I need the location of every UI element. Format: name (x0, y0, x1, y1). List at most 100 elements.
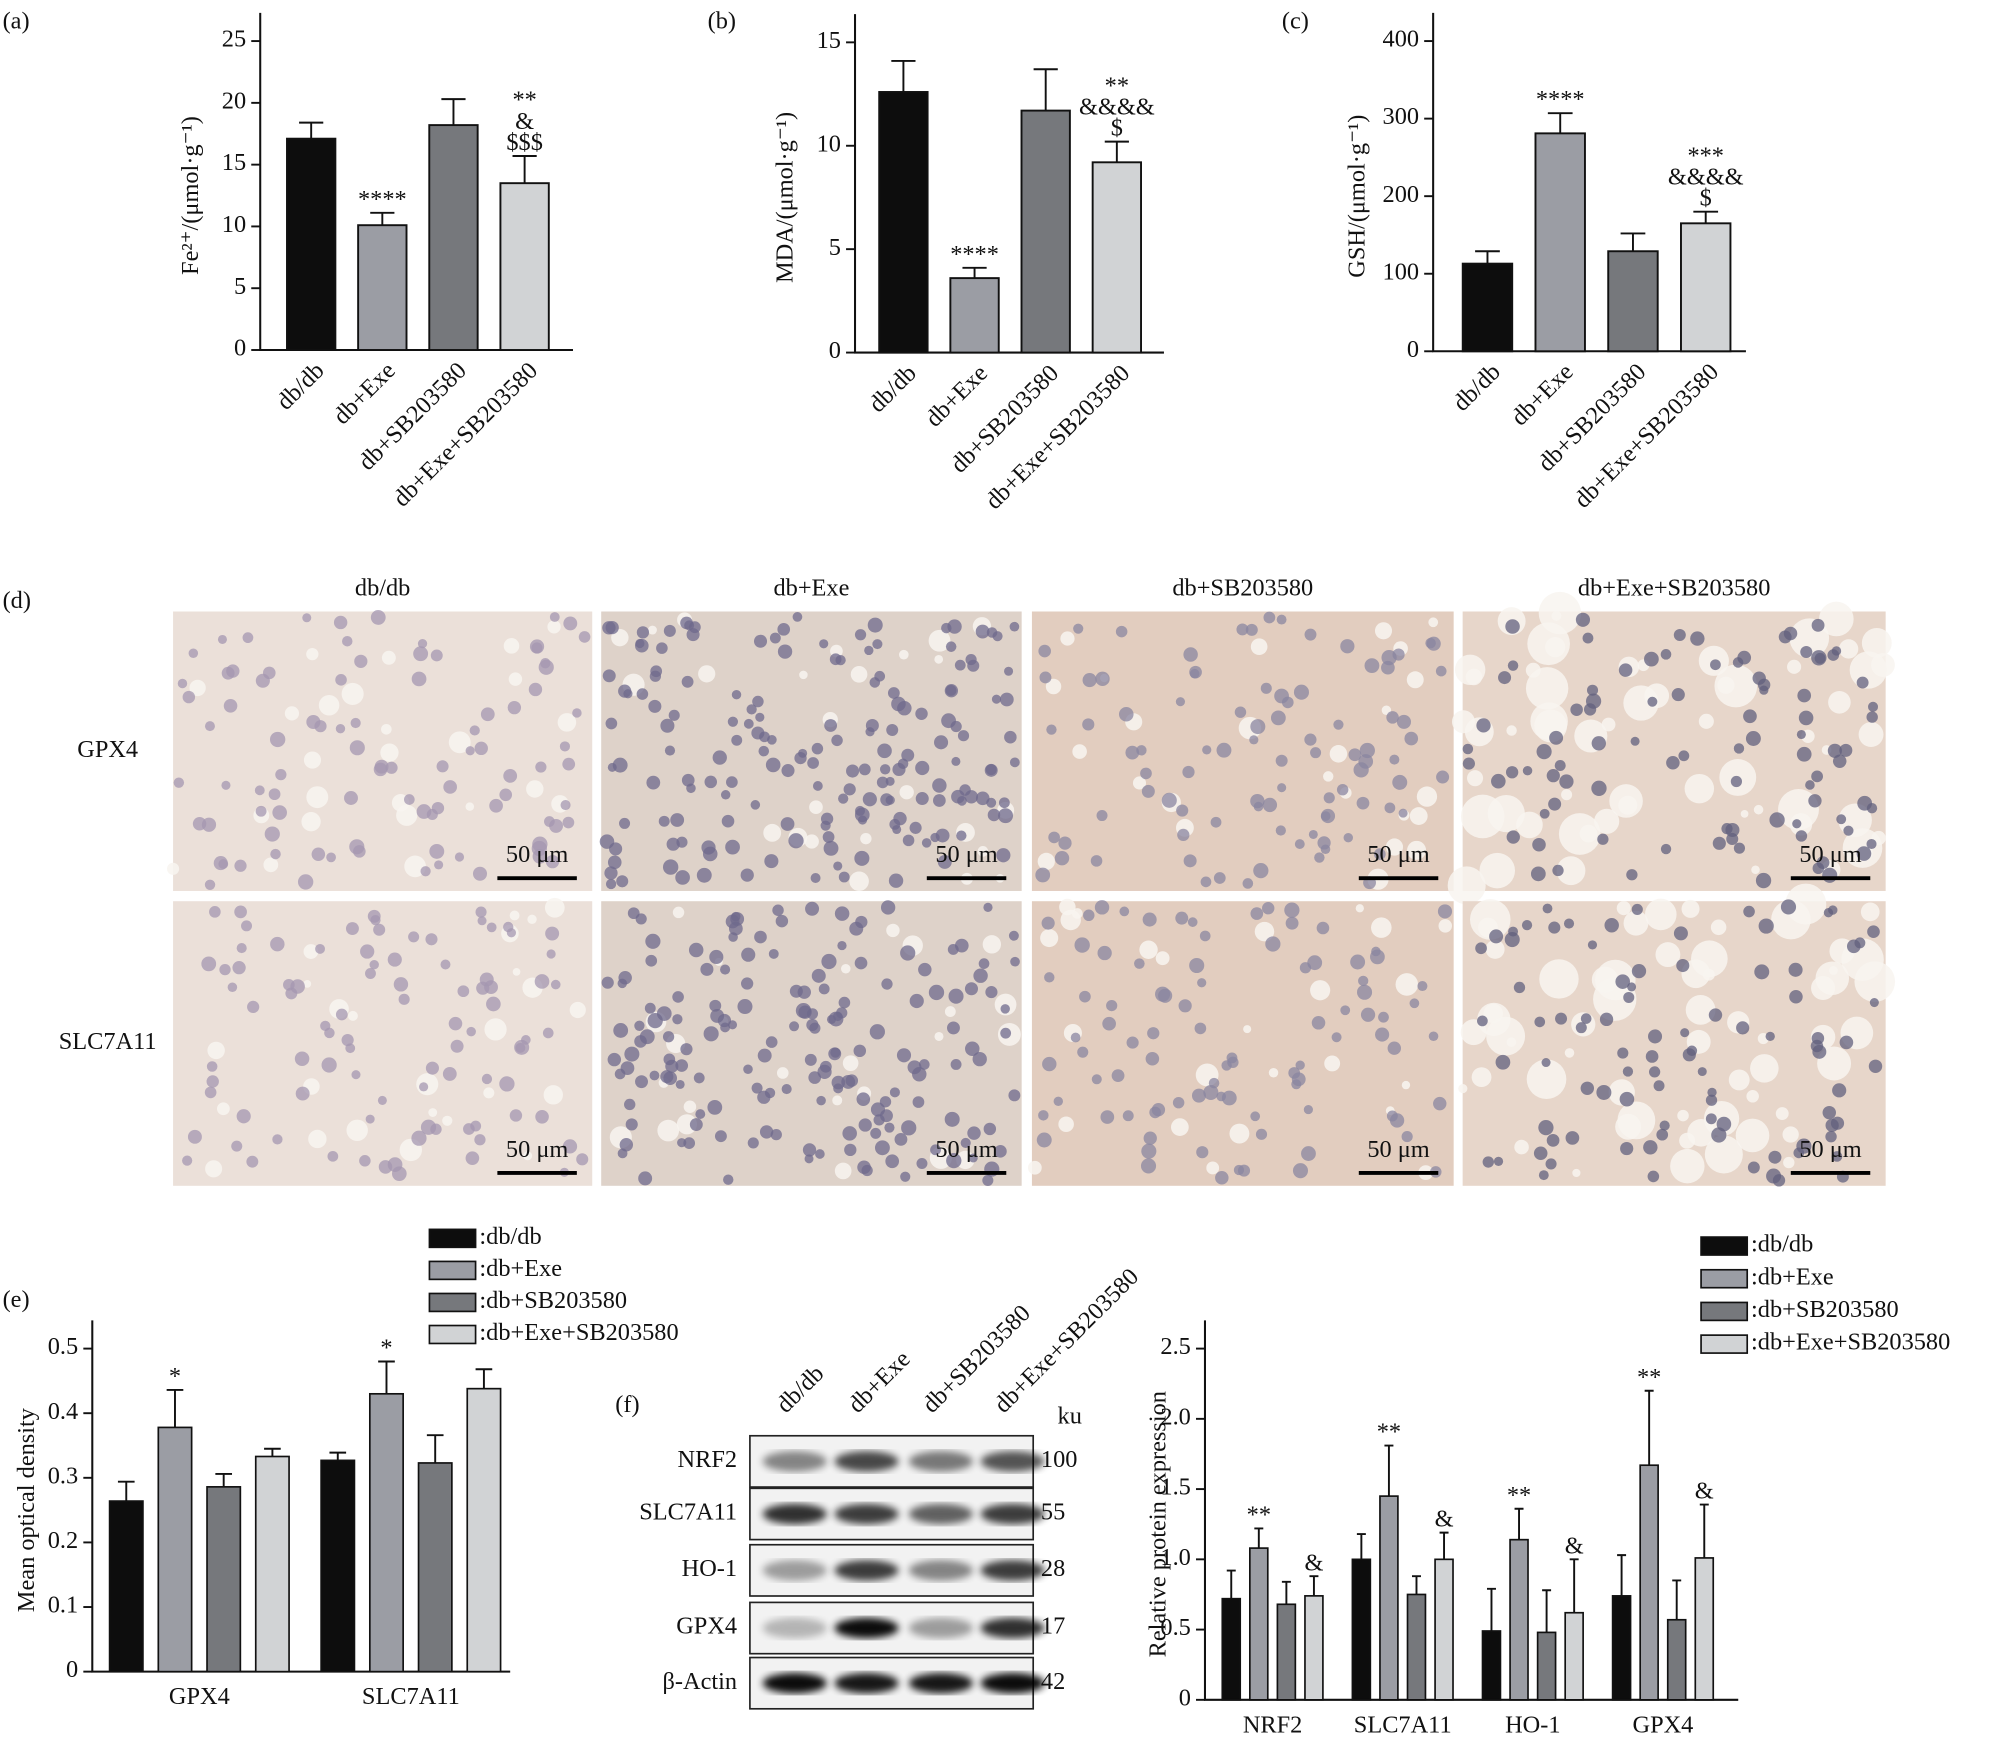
y-tick-label: 25 (222, 26, 246, 53)
vacuole (1324, 1055, 1341, 1072)
nucleus (1673, 926, 1688, 941)
nucleus (1619, 1091, 1635, 1107)
error-bar (891, 60, 916, 92)
error-bar (1439, 1531, 1449, 1560)
nucleus (872, 639, 883, 650)
vacuole (1438, 919, 1452, 933)
nucleus (809, 1022, 821, 1034)
column-label: db+Exe (773, 574, 849, 601)
vacuole (1860, 902, 1880, 922)
nucleus (562, 816, 575, 829)
error-bar (1486, 1587, 1496, 1631)
scale-bar-label: 50 μm (1367, 1136, 1429, 1163)
error-bar (166, 1388, 184, 1428)
nucleus (335, 1008, 348, 1021)
nucleus (854, 629, 867, 641)
vacuole (483, 1087, 495, 1099)
nucleus (1262, 797, 1278, 813)
nucleus (1134, 958, 1145, 969)
nucleus (1733, 743, 1745, 754)
nucleus (413, 646, 429, 662)
nucleus (978, 958, 990, 969)
vacuole (308, 1129, 327, 1149)
nucleus (481, 1073, 493, 1085)
nucleus (1106, 1000, 1118, 1012)
nucleus (1097, 945, 1112, 961)
nucleus (915, 707, 928, 720)
error-bar (1617, 1554, 1627, 1596)
nucleus (1678, 750, 1690, 762)
nucleus (1145, 1051, 1160, 1066)
nucleus (1323, 792, 1335, 804)
nucleus (1140, 767, 1152, 780)
nucleus (1340, 1005, 1351, 1016)
vacuole (347, 1010, 358, 1021)
nucleus (1041, 916, 1055, 930)
scale-bar-label: 50 μm (1367, 841, 1429, 868)
nucleus (1866, 803, 1878, 814)
y-tick-label: 1.0 (1160, 1544, 1190, 1571)
nucleus (341, 1033, 354, 1047)
size-label: 28 (1041, 1555, 1065, 1582)
vacuole (1829, 966, 1838, 975)
vacuole (1310, 980, 1331, 1001)
bar (157, 1426, 193, 1673)
significance-label: $ (1700, 185, 1712, 212)
nucleus (1277, 783, 1287, 793)
vacuole (508, 672, 523, 686)
nucleus (896, 1048, 912, 1063)
nucleus (411, 1130, 427, 1146)
significance-label: ** (1637, 1364, 1661, 1391)
nucleus (232, 961, 246, 975)
nucleus (1350, 954, 1366, 970)
nucleus (996, 848, 1011, 863)
vacuole (1465, 668, 1483, 686)
nucleus (624, 1046, 640, 1062)
vacuole (404, 855, 426, 878)
x-tick-label: db/db (864, 360, 922, 418)
nucleus (880, 1109, 893, 1123)
nucleus (398, 993, 410, 1005)
size-label: 55 (1041, 1499, 1065, 1526)
nucleus (1545, 1158, 1557, 1170)
vacuole (1556, 856, 1586, 886)
nucleus (1690, 631, 1705, 646)
nucleus (740, 868, 754, 882)
nucleus (1822, 867, 1838, 883)
nucleus (1143, 1131, 1157, 1145)
nucleus (1182, 765, 1195, 779)
nucleus (894, 1132, 908, 1146)
nucleus (1620, 1141, 1634, 1156)
nucleus (1825, 1130, 1837, 1143)
vacuole (1416, 786, 1438, 807)
nucleus (1357, 984, 1373, 1000)
vacuole (1406, 671, 1424, 689)
nucleus (696, 867, 712, 883)
nucleus (819, 639, 829, 649)
vacuole (303, 944, 319, 959)
nucleus (607, 855, 622, 870)
nucleus (1096, 810, 1108, 822)
bar (417, 1462, 453, 1673)
nucleus (811, 742, 824, 755)
nucleus (1504, 932, 1520, 948)
nucleus (1843, 825, 1854, 836)
nucleus (1795, 830, 1808, 842)
error-bar (1699, 1503, 1709, 1558)
nucleus (804, 1053, 817, 1066)
nucleus (1766, 1168, 1782, 1184)
nucleus (1789, 989, 1803, 1004)
nucleus (234, 905, 247, 919)
nucleus (804, 1154, 814, 1164)
vacuole (928, 629, 951, 652)
nucleus (857, 815, 868, 825)
bar (1351, 1558, 1372, 1701)
nucleus (753, 634, 768, 648)
panel-label: (d) (3, 587, 31, 614)
nucleus (1293, 684, 1309, 700)
column-label: db+Exe+SB203580 (1578, 574, 1770, 601)
nucleus (1275, 754, 1288, 767)
row-label: SLC7A11 (59, 1028, 157, 1055)
nucleus (430, 649, 443, 662)
panel-label: (c) (1282, 8, 1309, 35)
